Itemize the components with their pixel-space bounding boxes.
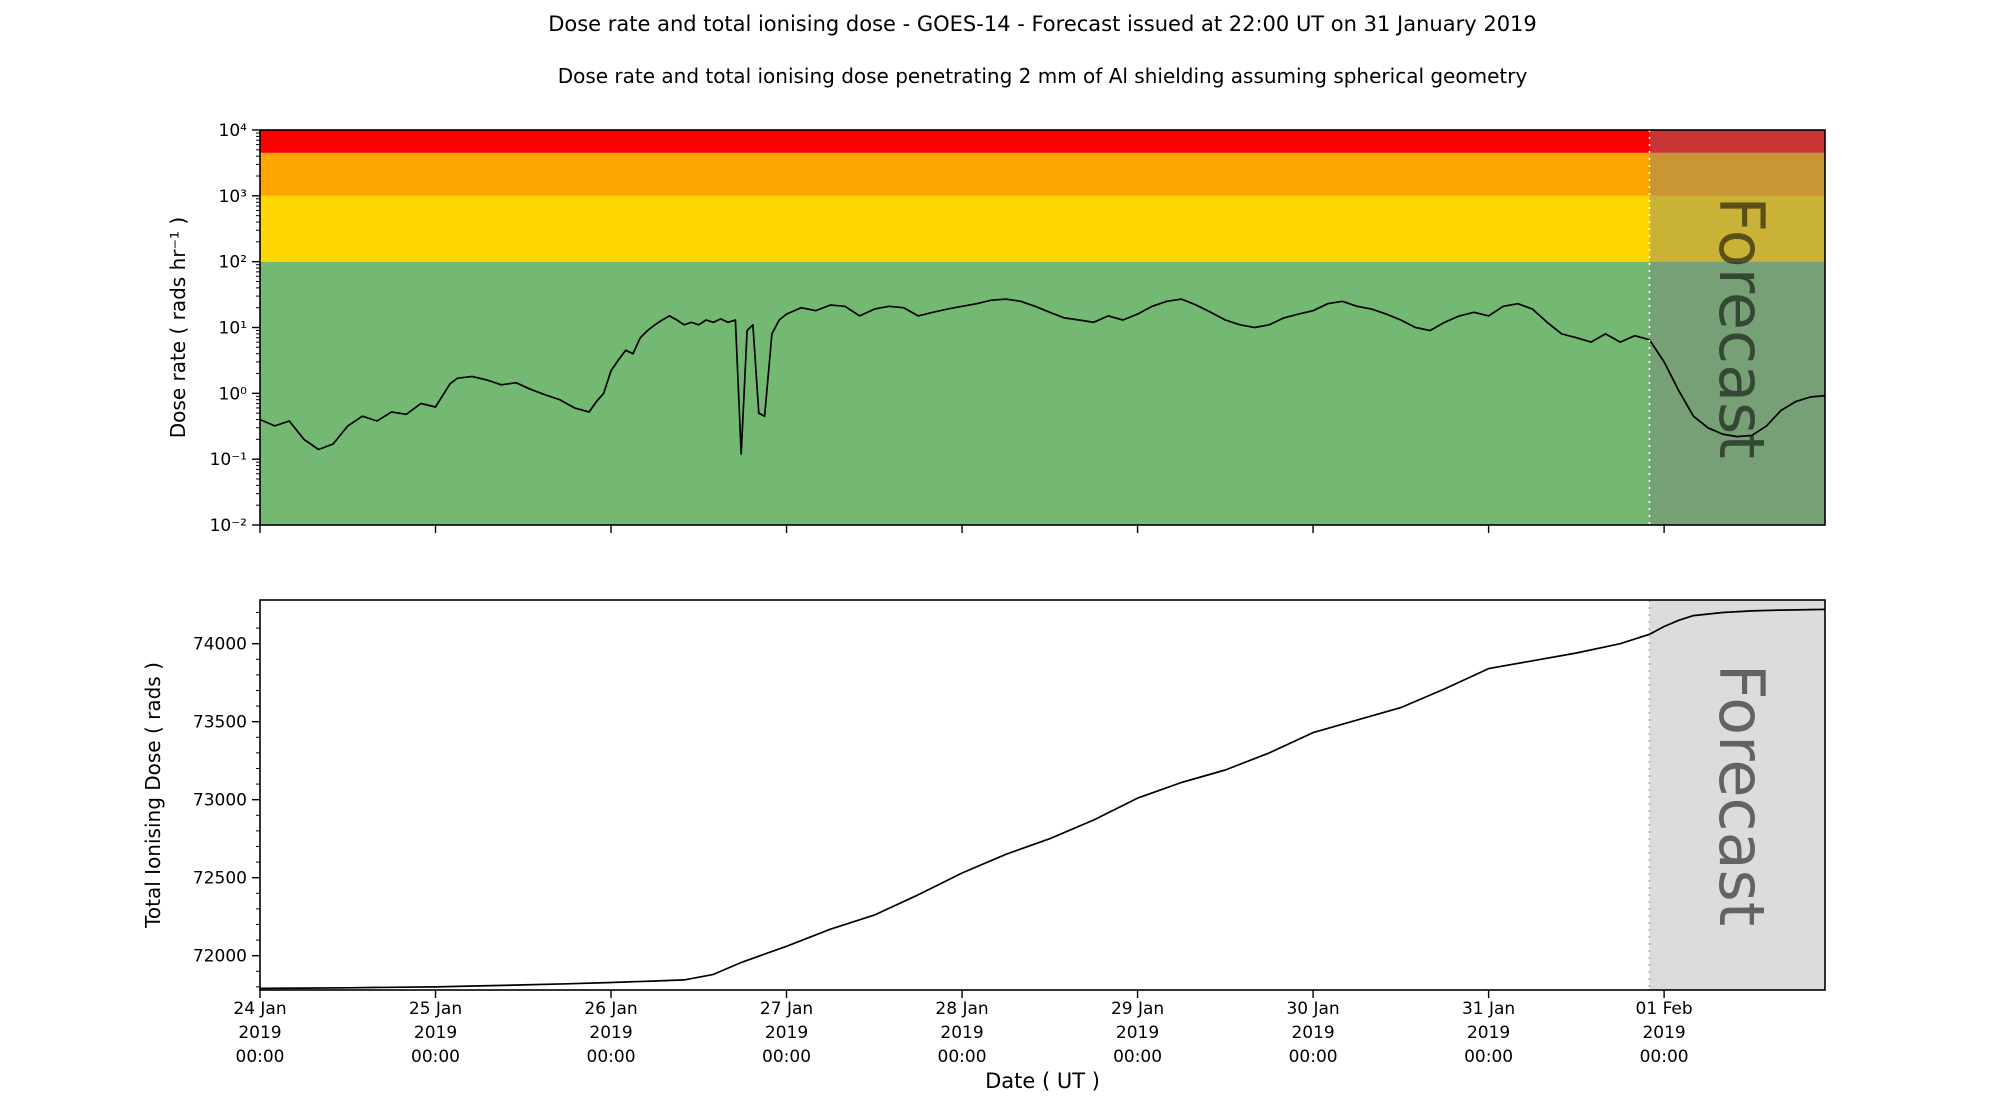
- forecast-label: Forecast: [1705, 196, 1778, 458]
- x-tick-label: 2019: [238, 1023, 281, 1043]
- x-tick-label: 01 Feb: [1636, 999, 1693, 1019]
- x-tick-label: 2019: [1116, 1023, 1159, 1043]
- y-tick-label: 74000: [193, 635, 247, 655]
- total-ionising-dose-plot: Forecast 72000 72500 73000 73500 74000 24 Jan 2…: [141, 599, 1826, 1093]
- plot-background: [260, 600, 1825, 990]
- forecast-label: Forecast: [1705, 664, 1778, 926]
- y-tick-label: 72000: [193, 947, 247, 967]
- y-tick-label: 73500: [193, 713, 247, 733]
- x-tick-label: 00:00: [938, 1047, 987, 1067]
- x-tick-label: 00:00: [587, 1047, 636, 1067]
- y-tick-label: 73000: [193, 791, 247, 811]
- x-tick-label: 28 Jan: [935, 999, 988, 1019]
- forecast-region: [1649, 130, 1825, 525]
- y-tick-label: 10⁻²: [210, 516, 247, 536]
- x-tick-label: 29 Jan: [1111, 999, 1164, 1019]
- threshold-band-green: [260, 261, 1825, 525]
- y-tick-label: 10³: [219, 187, 247, 207]
- x-tick-label: 31 Jan: [1462, 999, 1515, 1019]
- x-tick-label: 00:00: [1464, 1047, 1513, 1067]
- x-tick-label: 00:00: [1640, 1047, 1689, 1067]
- y-tick-label: 10⁰: [219, 384, 248, 404]
- y-tick-label: 72500: [193, 869, 247, 889]
- x-tick-label: 2019: [765, 1023, 808, 1043]
- x-tick-label: 2019: [1642, 1023, 1685, 1043]
- x-tick-label: 00:00: [411, 1047, 460, 1067]
- y-tick-label: 10⁴: [219, 121, 248, 141]
- forecast-region: [1649, 600, 1825, 990]
- x-axis-label: Date ( UT ): [985, 1069, 1100, 1093]
- figure-title: Dose rate and total ionising dose - GOES…: [548, 12, 1537, 36]
- x-tick-label: 25 Jan: [409, 999, 462, 1019]
- y-tick-label: 10⁻¹: [210, 450, 247, 470]
- x-tick-label: 00:00: [762, 1047, 811, 1067]
- dose-rate-y-axis-label: Dose rate ( rads hr⁻¹ ): [166, 217, 190, 438]
- y-tick-label: 10²: [219, 253, 247, 273]
- threshold-band-yellow: [260, 195, 1825, 262]
- x-tick-label: 24 Jan: [233, 999, 286, 1019]
- x-tick-label: 00:00: [1113, 1047, 1162, 1067]
- x-tick-label: 2019: [414, 1023, 457, 1043]
- x-tick-label: 2019: [1467, 1023, 1510, 1043]
- x-tick-label: 27 Jan: [760, 999, 813, 1019]
- x-tick-label: 00:00: [1289, 1047, 1338, 1067]
- total-ionising-dose-y-axis-label: Total Ionising Dose ( rads ): [141, 662, 165, 929]
- x-tick-label: 30 Jan: [1286, 999, 1339, 1019]
- total-ionising-dose-line: [259, 608, 1826, 990]
- x-tick-label: 2019: [940, 1023, 983, 1043]
- dose-rate-plot: Forecast 10⁻² 10⁻¹ 10⁰ 10¹ 10² 10³ 10⁴ Dose rate…: [166, 121, 1826, 536]
- x-tick-label: 00:00: [236, 1047, 285, 1067]
- threshold-band-red: [260, 130, 1825, 153]
- dose-rate-line: [259, 298, 1826, 455]
- threshold-band-orange: [260, 152, 1825, 196]
- x-tick-label: 26 Jan: [584, 999, 637, 1019]
- x-tick-label: 2019: [589, 1023, 632, 1043]
- x-tick-label: 2019: [1291, 1023, 1334, 1043]
- figure-subtitle: Dose rate and total ionising dose penetr…: [557, 64, 1528, 88]
- y-tick-label: 10¹: [219, 319, 247, 339]
- plot-border: [259, 599, 1826, 991]
